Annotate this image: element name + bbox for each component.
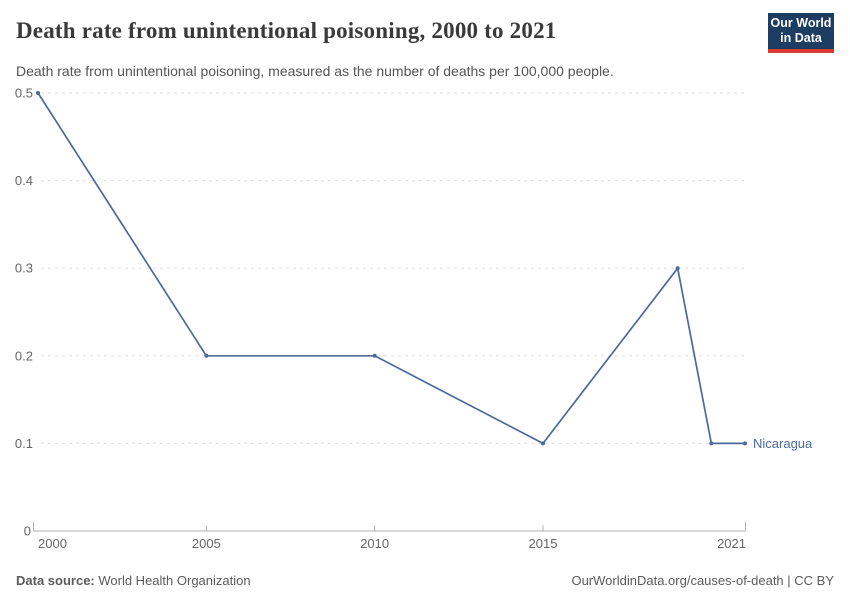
x-tick-label: 2015 [529,536,558,551]
data-point [709,441,714,446]
data-point [204,353,209,358]
data-source-label: Data source: [16,573,95,588]
data-source-value: World Health Organization [94,573,251,588]
y-tick-label: 0 [24,524,31,539]
owid-logo: Our World in Data [768,13,834,53]
x-tick-label: 2021 [717,536,746,551]
chart-footer: Data source: World Health Organization O… [0,573,850,588]
x-tick-label: 2000 [38,536,67,551]
y-tick-label: 0.3 [15,261,33,276]
data-point [675,266,680,271]
y-tick-label: 0.1 [15,436,33,451]
data-point [541,441,545,446]
series-label: Nicaragua [753,436,813,451]
y-tick-label: 0.2 [15,348,33,363]
page-title: Death rate from unintentional poisoning,… [16,18,557,43]
data-point [372,353,377,358]
attribution: OurWorldinData.org/causes-of-death | CC … [571,573,834,588]
chart-subtitle: Death rate from unintentional poisoning,… [16,63,614,79]
data-source: Data source: World Health Organization [16,573,251,588]
owid-logo-line1: Our World [770,16,832,31]
chart-header: Death rate from unintentional poisoning,… [0,0,850,80]
data-point [36,91,40,95]
y-tick-label: 0.4 [15,173,33,188]
owid-logo-line2: in Data [780,31,822,45]
y-tick-label: 0.5 [15,86,33,101]
x-tick-label: 2005 [192,536,221,551]
x-tick-label: 2010 [360,536,389,551]
line-chart: 0 0.1 0.2 0.3 0.4 0.5 2000 2005 2010 2015 2021 Nica… [0,78,850,560]
line-chart-canvas: 0 0.1 0.2 0.3 0.4 0.5 2000 2005 2010 2015 2021 Nica… [15,86,813,552]
data-point [743,441,747,446]
